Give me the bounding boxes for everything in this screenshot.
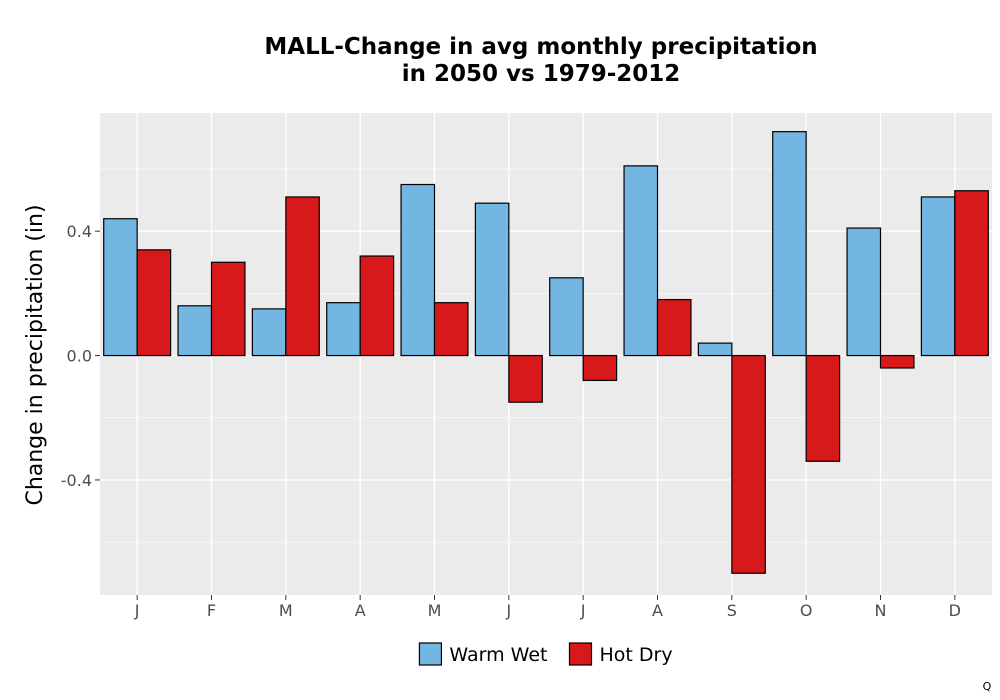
legend: Warm Wet Hot Dry: [418, 642, 673, 666]
bar-warm-wet: [326, 302, 361, 357]
bar-hot-dry: [433, 302, 469, 357]
y-tick-label: -0.4: [61, 471, 92, 490]
bar-warm-wet: [772, 131, 807, 357]
x-tick-label: M: [279, 601, 293, 620]
bar-warm-wet: [920, 196, 956, 357]
chart-title-line-2: in 2050 vs 1979-2012: [402, 61, 681, 87]
bar-warm-wet: [474, 202, 510, 357]
bar-hot-dry: [656, 298, 692, 357]
x-tick-label: J: [134, 601, 140, 620]
x-tick-label: N: [875, 601, 887, 620]
chart-title-line-1: MALL-Change in avg monthly precipitation: [264, 34, 817, 60]
bar-warm-wet: [623, 165, 659, 357]
x-tick-label: O: [800, 601, 813, 620]
bar-warm-wet: [103, 218, 138, 357]
x-tick-label: M: [428, 601, 442, 620]
bar-warm-wet: [549, 277, 584, 357]
x-tick-label: J: [505, 601, 511, 620]
bar-warm-wet: [697, 342, 733, 357]
x-tick-label: A: [652, 601, 663, 620]
bar-hot-dry: [508, 354, 543, 403]
bars: [103, 131, 989, 574]
bar-hot-dry: [879, 354, 915, 369]
bar-hot-dry: [359, 255, 395, 357]
axes: -0.4 0.0 0.4 J F M A M J J A S O N D: [61, 222, 961, 620]
x-tick-label: F: [207, 601, 216, 620]
y-tick-label: 0.0: [67, 347, 92, 366]
x-tick-label: S: [727, 601, 737, 620]
legend-key-hot-dry: [568, 642, 593, 666]
bar-hot-dry: [582, 354, 618, 382]
x-tick-label: J: [580, 601, 586, 620]
y-tick-label: 0.4: [67, 222, 92, 241]
bar-hot-dry: [210, 261, 246, 357]
bar-hot-dry: [731, 354, 766, 574]
legend-label: Hot Dry: [599, 644, 672, 666]
corner-mark: Q: [983, 680, 992, 693]
bar-hot-dry: [136, 249, 172, 357]
bar-warm-wet: [400, 183, 436, 357]
x-tick-label: A: [355, 601, 366, 620]
bar-hot-dry: [805, 354, 841, 462]
bar-hot-dry: [954, 190, 989, 357]
legend-key-warm-wet: [418, 642, 443, 666]
y-axis-label: Change in precipitation (in): [23, 204, 48, 505]
bar-warm-wet: [177, 305, 213, 357]
plot-panel: [100, 113, 992, 595]
bar-warm-wet: [846, 227, 882, 357]
bar-warm-wet: [251, 308, 287, 357]
bar-hot-dry: [285, 196, 320, 357]
legend-label: Warm Wet: [449, 644, 547, 666]
x-tick-label: D: [949, 601, 961, 620]
